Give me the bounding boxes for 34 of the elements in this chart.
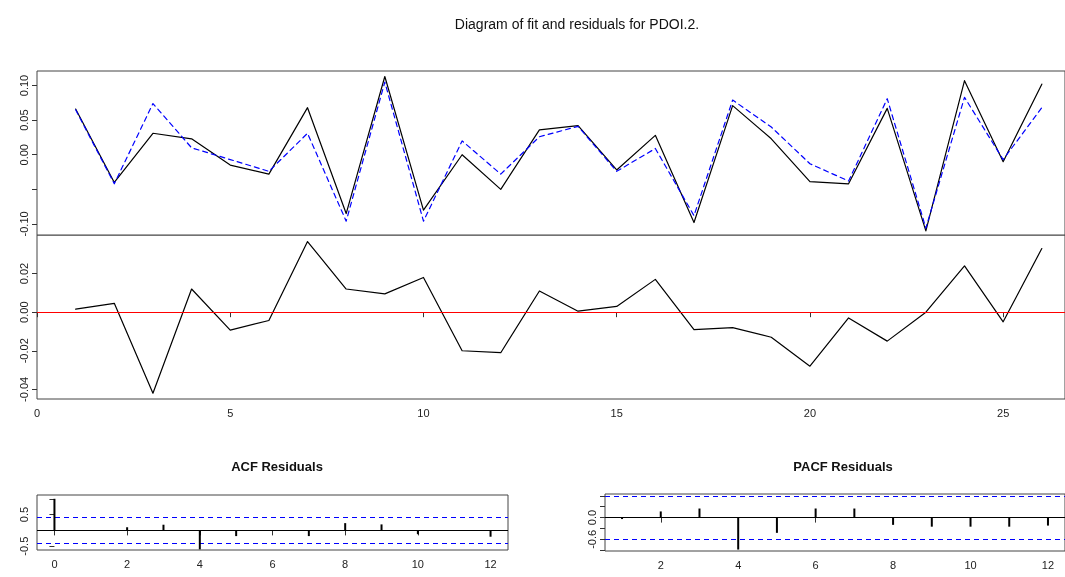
y-tick-label: 0.0: [585, 509, 598, 526]
x-tick-label: 15: [610, 406, 623, 419]
y-tick-label: -0.10: [17, 211, 30, 237]
x-tick-label: 0: [51, 557, 58, 570]
x-tick-label: 8: [890, 558, 897, 571]
x-tick-label: 4: [196, 557, 203, 570]
x-tick-label: 2: [124, 557, 131, 570]
x-tick-label: 0: [33, 406, 41, 419]
x-tick-label: 4: [735, 558, 742, 571]
x-tick-label: 12: [484, 557, 497, 570]
x-tick-label: 6: [269, 557, 276, 570]
x-tick-label: 20: [803, 406, 817, 419]
chart-title: ACF Residuals: [231, 459, 323, 474]
x-tick-label: 8: [342, 557, 349, 570]
y-tick-label: 0.00: [17, 144, 30, 166]
y-tick-label: 0.02: [17, 262, 30, 285]
x-tick-label: 10: [411, 557, 424, 570]
y-tick-label: -0.04: [17, 376, 30, 402]
y-tick-label: -0.02: [17, 338, 30, 364]
x-tick-label: 2: [657, 558, 664, 571]
x-tick-label: 6: [812, 558, 819, 571]
y-tick-label: -0.5: [17, 536, 30, 556]
y-tick-label: 0.10: [17, 74, 30, 97]
x-tick-label: 25: [997, 406, 1010, 419]
chart-title: Diagram of fit and residuals for PDOI.2.: [454, 16, 700, 32]
x-tick-label: 12: [1041, 558, 1055, 571]
chart-title: PACF Residuals: [793, 459, 893, 474]
x-tick-label: 10: [417, 406, 430, 419]
y-tick-label: 0.05: [17, 109, 30, 131]
x-tick-label: 5: [227, 406, 234, 419]
y-tick-label: -0.6: [585, 529, 598, 549]
y-tick-label: 0.5: [17, 506, 30, 523]
x-tick-label: 10: [964, 558, 977, 571]
y-tick-label: 0.00: [17, 301, 30, 323]
